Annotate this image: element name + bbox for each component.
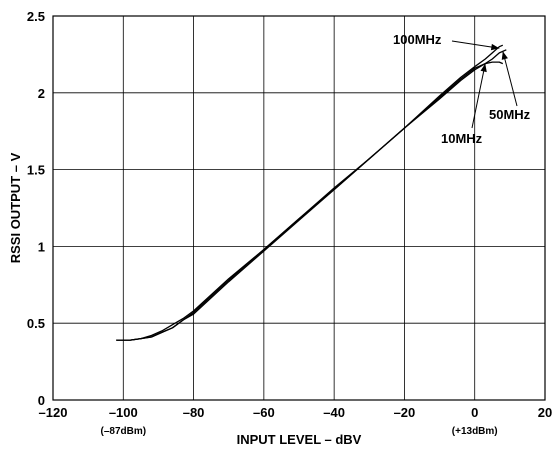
annotation-label: 100MHz	[393, 32, 442, 47]
y-tick-label: 2	[38, 86, 45, 101]
x-tick-label: –120	[39, 405, 68, 420]
x-tick-label: –100	[109, 405, 138, 420]
y-tick-label: 0	[38, 393, 45, 408]
series-lines	[116, 44, 507, 341]
annotations: 100MHz 50MHz 10MHz	[393, 32, 531, 146]
annotation-arrowhead	[490, 43, 500, 51]
y-tick-label: 0.5	[27, 316, 45, 331]
y-tick-label: 1.5	[27, 163, 45, 178]
x-tick-label: –20	[394, 405, 416, 420]
annotation-label: 50MHz	[489, 107, 531, 122]
x-sub-label: (+13dBm)	[452, 426, 498, 437]
series-line-10mhz	[116, 61, 504, 341]
x-tick-label: –80	[183, 405, 205, 420]
x-sub-label: (–87dBm)	[100, 426, 146, 437]
x-axis-title: INPUT LEVEL – dBV	[237, 432, 362, 447]
annotation-arrowhead	[480, 63, 487, 73]
grid	[53, 16, 545, 400]
y-tick-label: 2.5	[27, 9, 45, 24]
y-axis-title: RSSI OUTPUT – V	[8, 152, 23, 263]
annotation-leader	[471, 63, 486, 129]
x-sub-labels: (–87dBm) (+13dBm)	[100, 426, 497, 437]
annotation-leader	[502, 51, 518, 107]
x-tick-label: –60	[253, 405, 275, 420]
x-tick-label: 20	[538, 405, 552, 420]
y-tick-label: 1	[38, 239, 45, 254]
series-line-100mhz	[116, 44, 504, 341]
annotation-arrowhead	[501, 51, 508, 60]
series-line-50mhz	[116, 49, 507, 341]
x-tick-labels: –120 –100 –80 –60 –40 –20 0 20	[39, 405, 553, 420]
annotation-label: 10MHz	[441, 131, 483, 146]
x-tick-label: 0	[471, 405, 478, 420]
x-tick-label: –40	[323, 405, 345, 420]
y-tick-labels: 0 0.5 1 1.5 2 2.5	[27, 9, 45, 408]
plot-frame	[52, 15, 546, 401]
